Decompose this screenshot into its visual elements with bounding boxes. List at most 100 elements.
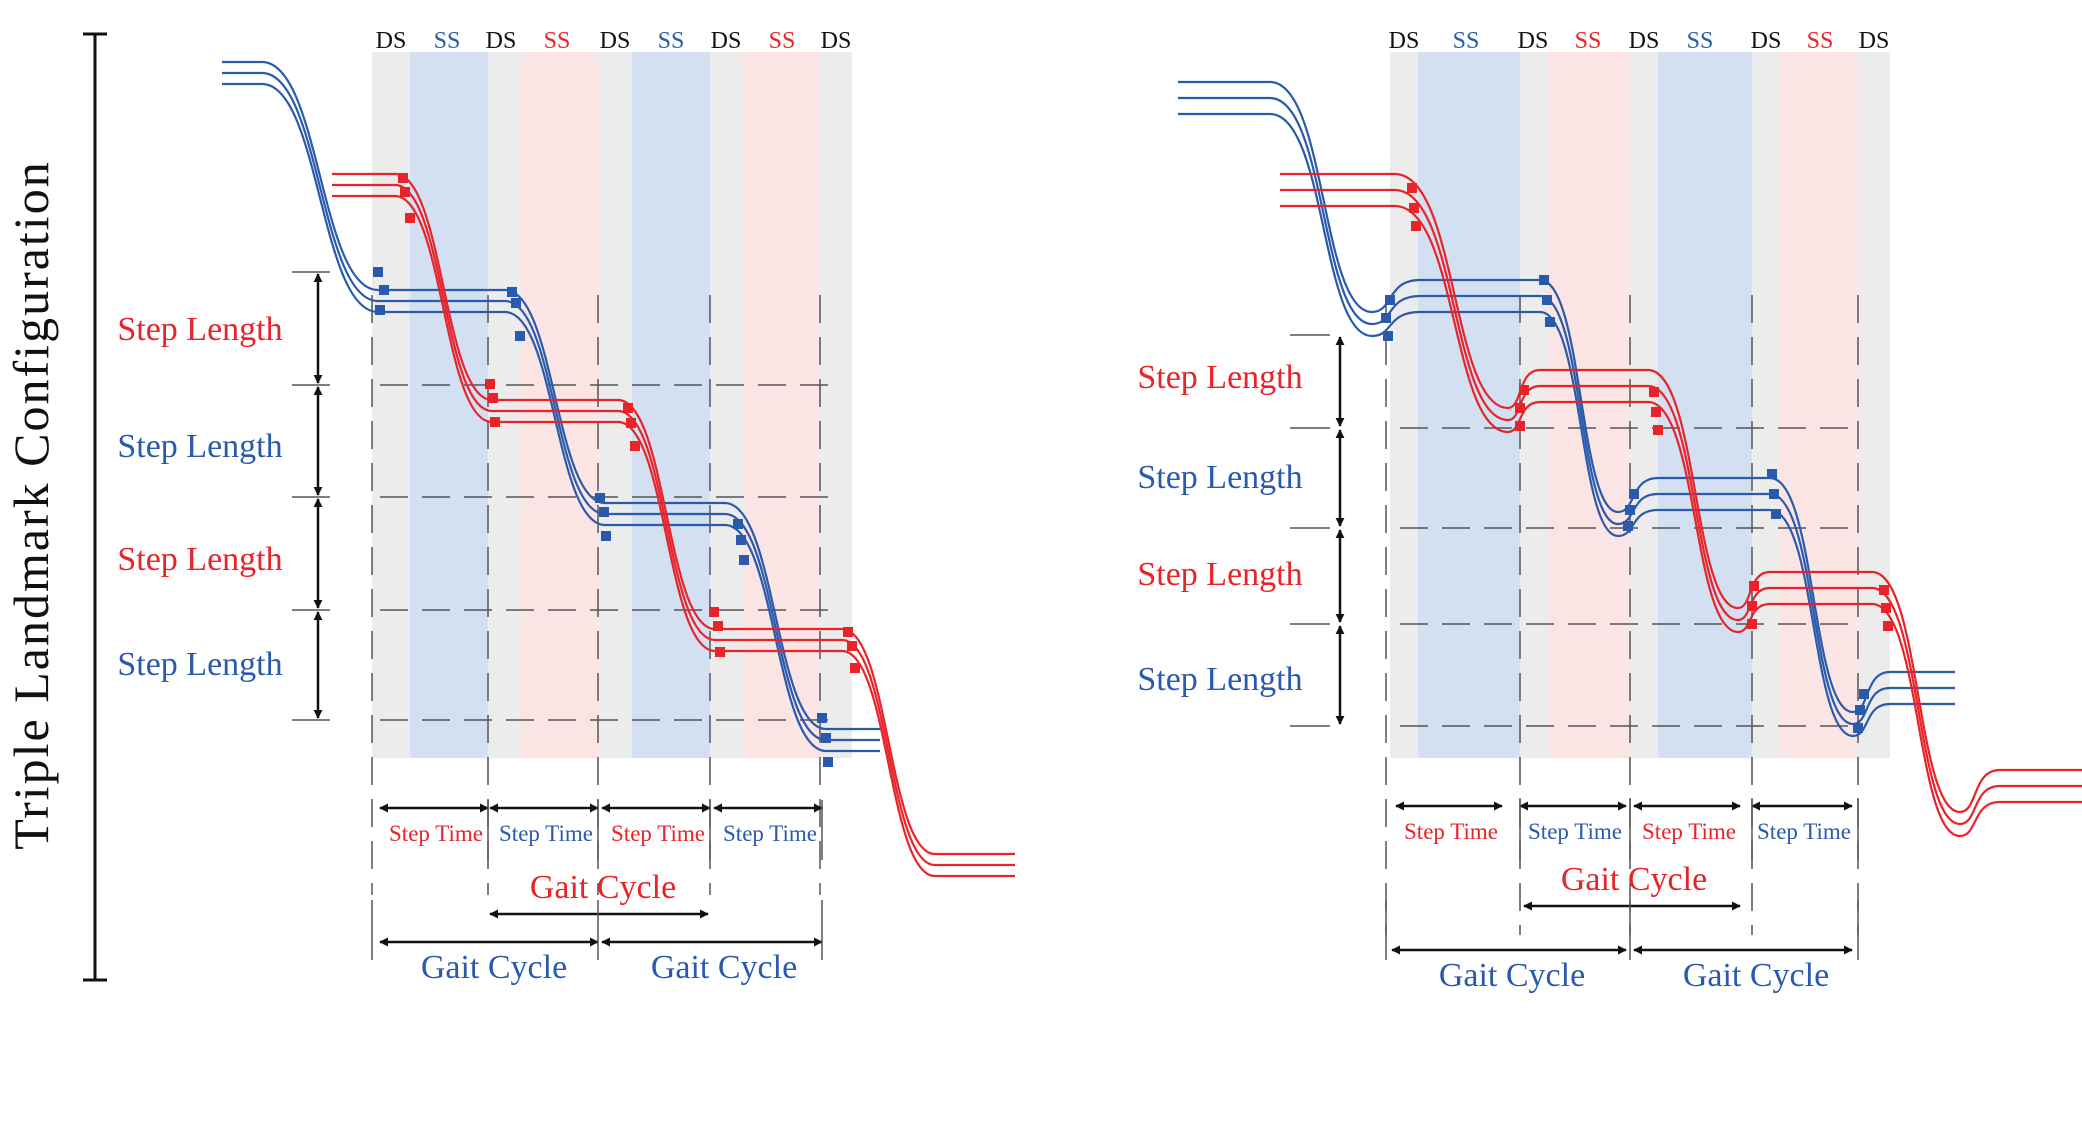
red-foot-trajectory — [332, 194, 1015, 878]
blue-marker — [823, 757, 833, 767]
phase-label: SS — [1575, 28, 1602, 54]
blue-marker — [511, 298, 521, 308]
blue-foot-trajectory — [1178, 80, 1955, 714]
red-marker — [490, 417, 500, 427]
red-marker — [1651, 407, 1661, 417]
step-length-label: Step Length — [117, 646, 282, 683]
gait-cycle-label: Gait Cycle — [1561, 861, 1707, 898]
step-length-label: Step Length — [117, 541, 282, 578]
red-foot-trajectory — [332, 183, 1015, 867]
phase-band — [1752, 52, 1780, 758]
red-marker — [630, 441, 640, 451]
guide-lines — [292, 271, 840, 895]
red-marker — [626, 418, 636, 428]
blue-marker — [1855, 705, 1865, 715]
blue-marker — [515, 331, 525, 341]
blue-marker — [507, 287, 517, 297]
step-length-label: Step Length — [117, 428, 282, 465]
step-time-label: Step Time — [1528, 819, 1622, 844]
left-panel: DS SS DS SS DS SS DS SS DS Step Length Step Length… — [117, 28, 1015, 986]
phase-label: DS — [1751, 28, 1782, 54]
phase-label: DS — [1389, 28, 1420, 54]
step-time-label: Step Time — [499, 821, 593, 846]
red-marker — [1409, 203, 1419, 213]
blue-marker — [1859, 689, 1869, 699]
side-axis — [83, 32, 107, 982]
phase-band — [488, 52, 522, 758]
red-marker — [1649, 387, 1659, 397]
blue-marker — [1623, 521, 1633, 531]
blue-foot-trajectory — [222, 71, 880, 742]
red-marker — [850, 663, 860, 673]
phase-label: DS — [1518, 28, 1549, 54]
blue-marker — [733, 519, 743, 529]
phase-label: SS — [1687, 28, 1714, 54]
red-marker — [1407, 183, 1417, 193]
red-marker — [1749, 581, 1759, 591]
red-marker — [398, 173, 408, 183]
phase-label: SS — [1807, 28, 1834, 54]
blue-marker — [595, 493, 605, 503]
red-marker — [1747, 601, 1757, 611]
phase-label: DS — [711, 28, 742, 54]
red-marker — [843, 627, 853, 637]
blue-marker — [1542, 295, 1552, 305]
blue-foot-trajectory — [1178, 112, 1955, 738]
phase-band — [632, 52, 710, 758]
side-label: Triple Landmark Configuration — [3, 160, 59, 849]
blue-foot-trajectory — [1178, 96, 1955, 726]
trajectories — [1178, 80, 2082, 838]
step-time-label: Step Time — [1757, 819, 1851, 844]
red-marker — [400, 187, 410, 197]
red-foot-trajectory — [1280, 204, 2082, 838]
step-time-label: Step Time — [1642, 819, 1736, 844]
gait-cycle-label: Gait Cycle — [651, 949, 797, 986]
step-length-label: Step Length — [1137, 359, 1302, 396]
blue-marker — [1771, 509, 1781, 519]
trajectories — [222, 60, 1015, 878]
step-time-label: Step Time — [389, 821, 483, 846]
phase-band — [410, 52, 488, 758]
blue-marker — [817, 713, 827, 723]
phase-label: DS — [1859, 28, 1890, 54]
phase-label: SS — [544, 28, 571, 54]
red-marker — [847, 641, 857, 651]
blue-marker — [1769, 489, 1779, 499]
markers — [1381, 183, 1893, 733]
step-length-label: Step Length — [1137, 459, 1302, 496]
blue-marker — [379, 285, 389, 295]
blue-marker — [1625, 505, 1635, 515]
step-time-label: Step Time — [611, 821, 705, 846]
step-length-label: Step Length — [117, 311, 282, 348]
phase-label: SS — [434, 28, 461, 54]
markers — [373, 173, 860, 767]
red-foot-trajectory — [332, 172, 1015, 856]
gait-cycle-label: Gait Cycle — [1439, 957, 1585, 994]
right-panel: DS SS DS SS DS SS DS SS DS Step Length Step Length… — [1137, 28, 2082, 994]
phase-band — [1858, 52, 1890, 758]
blue-marker — [373, 267, 383, 277]
red-marker — [709, 607, 719, 617]
blue-marker — [1629, 489, 1639, 499]
phase-bands — [1390, 52, 1890, 758]
gait-cycle-label: Gait Cycle — [530, 869, 676, 906]
phase-band — [372, 52, 410, 758]
phase-band — [1418, 52, 1520, 758]
phase-label: DS — [821, 28, 852, 54]
step-length-label: Step Length — [1137, 556, 1302, 593]
step-time-label: Step Time — [1404, 819, 1498, 844]
step-time-label: Step Time — [723, 821, 817, 846]
red-marker — [488, 393, 498, 403]
step-length-label: Step Length — [1137, 661, 1302, 698]
phase-label: SS — [769, 28, 796, 54]
phase-label: DS — [376, 28, 407, 54]
blue-marker — [739, 555, 749, 565]
blue-marker — [599, 507, 609, 517]
gait-cycle-label: Gait Cycle — [1683, 957, 1829, 994]
gait-cycle-label: Gait Cycle — [421, 949, 567, 986]
phase-label: DS — [1629, 28, 1660, 54]
red-marker — [1883, 621, 1893, 631]
red-marker — [1747, 619, 1757, 629]
red-marker — [1515, 403, 1525, 413]
red-marker — [485, 379, 495, 389]
